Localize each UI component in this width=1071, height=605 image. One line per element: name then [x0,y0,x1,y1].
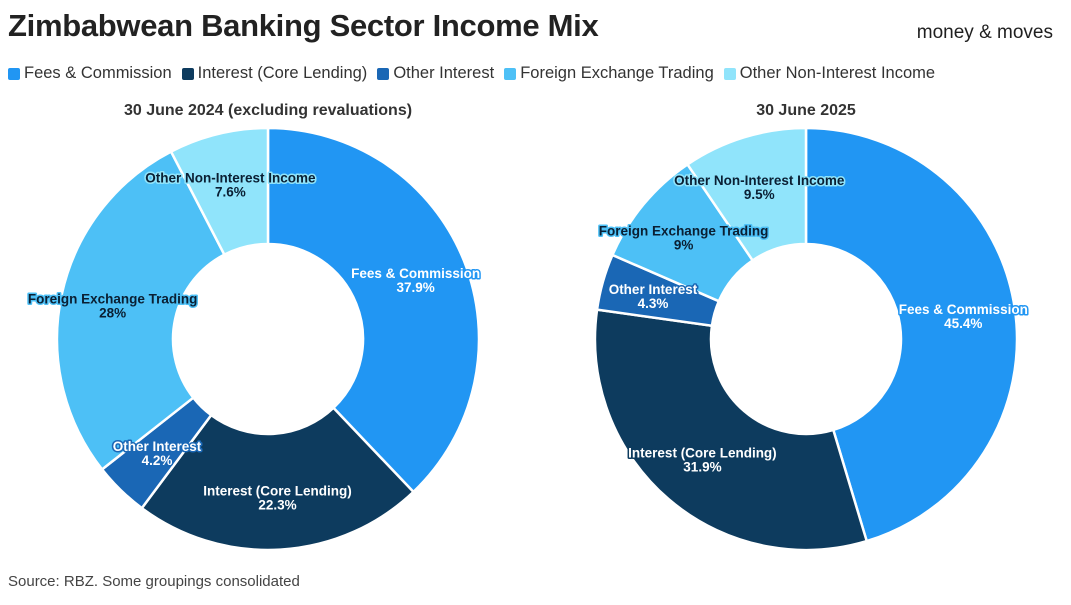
legend-swatch [8,67,20,80]
donut-slice-foreign-exchange-trading [55,150,226,471]
legend-label: Fees & Commission [24,64,172,82]
donut-slice-interest-core-lending [140,406,415,552]
legend-swatch [377,67,390,80]
legend-swatch [181,67,194,80]
legend-item-fees: Fees & Commission [8,64,172,83]
legend: Fees & Commission Interest (Core Lending… [8,64,945,83]
donut-slice-other-non-interest-income [686,126,808,262]
slice-value-label: 4.2% [142,453,173,468]
donut-slice-interest-core-lending [593,308,868,552]
slice-value-label: 31.9% [683,460,721,475]
legend-label: Interest (Core Lending) [197,64,368,82]
slice-label: Other Non-Interest Income [674,173,845,188]
legend-label: Other Interest [393,64,495,82]
slice-label: Interest (Core Lending) [203,484,352,499]
donut-slice-fees-commission [266,126,481,494]
legend-item-other-non-interest: Other Non-Interest Income [723,64,936,83]
brand-logo: money & moves [916,22,1053,43]
slice-label: Other Interest [609,282,698,297]
slice-value-label: 9.5% [744,187,775,202]
donut-slice-fees-commission [804,126,1019,543]
donut-slice-other-non-interest-income [169,126,270,256]
chart-2024-title: 30 June 2024 (excluding revaluations) [123,102,413,119]
slice-value-label: 45.4% [944,316,982,331]
legend-item-other-interest: Other Interest [377,64,494,83]
legend-item-fx-trading: Foreign Exchange Trading [504,64,714,83]
slice-label: Other Non-Interest Income [145,171,316,186]
slice-label: Foreign Exchange Trading [28,291,198,306]
legend-item-interest-core: Interest (Core Lending) [181,64,368,83]
slice-value-label: 28% [99,305,126,320]
slice-value-label: 9% [674,238,694,253]
slice-value-label: 22.3% [258,498,296,513]
legend-swatch [723,67,736,80]
chart-title: Zimbabwean Banking Sector Income Mix [8,8,599,43]
slice-label: Foreign Exchange Trading [599,224,769,239]
slice-label: Other Interest [113,439,202,454]
legend-swatch [504,67,517,80]
slice-label: Interest (Core Lending) [628,446,777,461]
slice-label: Fees & Commission [899,302,1028,317]
legend-label: Other Non-Interest Income [739,64,936,82]
chart-2025-title: 30 June 2025 [756,102,856,119]
legend-label: Foreign Exchange Trading [520,64,714,82]
slice-value-label: 4.3% [638,296,669,311]
slice-value-label: 37.9% [397,280,435,295]
slice-label: Fees & Commission [351,266,480,281]
slice-value-label: 7.6% [215,185,246,200]
source-note: Source: RBZ. Some groupings consolidated [8,573,300,590]
